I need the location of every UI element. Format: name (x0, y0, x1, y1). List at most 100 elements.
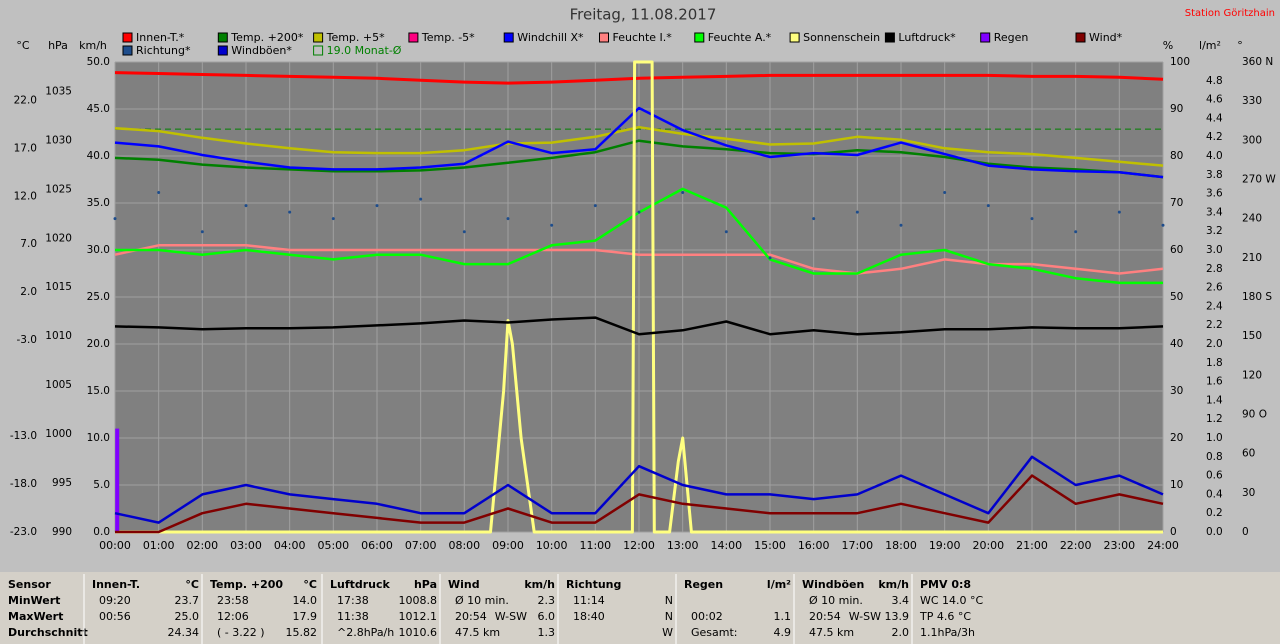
x-tick-label: 09:00 (492, 539, 524, 552)
stats-cell: 25.0 (175, 610, 200, 623)
series-line (115, 474, 1164, 534)
y-tick-label: -18.0 (10, 478, 37, 490)
stats-cell: 18:40 (573, 610, 605, 623)
direction-point (593, 204, 597, 208)
stats-cell: 2.0 (892, 626, 910, 639)
y-tick-label: 3.2 (1206, 225, 1223, 237)
axis-unit: hPa (48, 39, 68, 52)
stats-cell: Ø 10 min. (455, 594, 509, 607)
stats-group-title: Windböen (802, 578, 864, 591)
series-line (114, 139, 1164, 179)
stats-cell: 1.3 (538, 626, 556, 639)
stats-cell: W-SW (495, 610, 527, 623)
legend-swatch (1075, 32, 1086, 43)
y-tick-label: 5.0 (93, 479, 110, 491)
stats-cell: 09:20 (99, 594, 131, 607)
stats-cell: 11:14 (573, 594, 605, 607)
y-tick-label: 0.4 (1206, 488, 1223, 500)
stats-cell: 1010.6 (399, 626, 438, 639)
direction-point (157, 191, 161, 195)
y-tick-label: 0.0 (93, 526, 110, 538)
legend-swatch (980, 32, 991, 43)
legend-swatch (599, 32, 609, 43)
rain-bar (115, 428, 120, 532)
y-tick-label: 3.0 (1206, 244, 1223, 256)
y-tick-label: 120 (1242, 369, 1262, 381)
x-tick-label: 00:00 (99, 539, 131, 552)
y-tick-label: 3.4 (1206, 206, 1223, 218)
axis-unit: km/h (79, 39, 107, 52)
legend-swatch (503, 32, 514, 43)
legend-label: Richtung* (136, 44, 191, 57)
stats-cell: ( - 3.22 ) (217, 626, 265, 639)
x-tick-label: 11:00 (579, 539, 611, 552)
legend-swatch (408, 32, 419, 43)
x-tick-label: 15:00 (754, 539, 786, 552)
legend-label: 19.0 Monat-Ø (327, 44, 402, 57)
x-tick-label: 14:00 (710, 539, 742, 552)
x-tick-label: 16:00 (798, 539, 830, 552)
direction-point (419, 197, 423, 201)
y-tick-label: 270 W (1242, 174, 1276, 186)
series-line (114, 71, 1164, 85)
stats-group-unit: km/h (878, 578, 909, 591)
y-tick-label: -23.0 (10, 526, 37, 538)
direction-point (331, 217, 335, 221)
legend-label: Feuchte I.* (613, 31, 673, 44)
x-tick-label: 23:00 (1103, 539, 1135, 552)
stats-cell: 23.7 (175, 594, 200, 607)
stats-cell: 20:54 (809, 610, 841, 623)
legend-label: Sonnenschein (803, 31, 880, 44)
y-tick-label: 2.0 (1206, 338, 1223, 350)
direction-point (550, 223, 554, 227)
stats-group-unit: °C (303, 578, 317, 591)
y-tick-label: 1020 (45, 232, 72, 244)
y-tick-label: 40.0 (87, 150, 110, 162)
legend-label: Temp. +200* (230, 31, 304, 44)
stats-cell: N (665, 594, 673, 607)
direction-point (375, 204, 379, 208)
y-tick-label: 80 (1170, 150, 1183, 162)
series-line (114, 455, 1164, 524)
y-tick-label: 4.8 (1206, 75, 1223, 87)
stats-cell: TP 4.6 °C (919, 610, 971, 623)
y-tick-label: 2.0 (20, 286, 37, 298)
axis-unit: ° (1237, 39, 1243, 52)
direction-point (768, 256, 772, 260)
direction-point (986, 204, 990, 208)
station-name: Station Göritzhain (1185, 8, 1275, 19)
x-tick-label: 06:00 (361, 539, 393, 552)
axis-unit: °C (16, 39, 30, 52)
y-tick-label: 15.0 (87, 385, 110, 397)
stats-group-title: Innen-T. (92, 578, 140, 591)
legend-swatch (217, 45, 228, 56)
axis-unit: l/m² (1199, 39, 1221, 52)
stats-cell: 1012.1 (399, 610, 438, 623)
y-tick-label: 40 (1170, 338, 1183, 350)
stats-cell: W-SW (849, 610, 881, 623)
x-tick-label: 21:00 (1016, 539, 1048, 552)
y-tick-label: 1030 (45, 134, 72, 146)
direction-point (637, 210, 641, 214)
stats-group-title: Temp. +200 (210, 578, 283, 591)
stats-cell: WC 14.0 °C (920, 594, 984, 607)
y-tick-label: 45.0 (87, 103, 110, 115)
y-tick-label: 60 (1170, 244, 1183, 256)
x-tick-label: 07:00 (405, 539, 437, 552)
y-tick-label: 50 (1170, 291, 1183, 303)
stats-cell: 15.82 (286, 626, 318, 639)
stats-header: Sensor (8, 578, 51, 591)
legend-swatch (122, 45, 133, 56)
y-tick-label: 10 (1170, 479, 1183, 491)
x-tick-label: 24:00 (1147, 539, 1179, 552)
stats-cell: 13.9 (885, 610, 910, 623)
x-tick-label: 01:00 (143, 539, 175, 552)
y-tick-label: 210 (1242, 252, 1262, 264)
y-tick-label: 25.0 (87, 291, 110, 303)
y-tick-label: 30 (1170, 385, 1183, 397)
stats-row-label: MaxWert (8, 610, 63, 623)
series-line (114, 106, 1164, 179)
y-tick-label: 20 (1170, 432, 1183, 444)
legend-swatch (122, 32, 133, 43)
